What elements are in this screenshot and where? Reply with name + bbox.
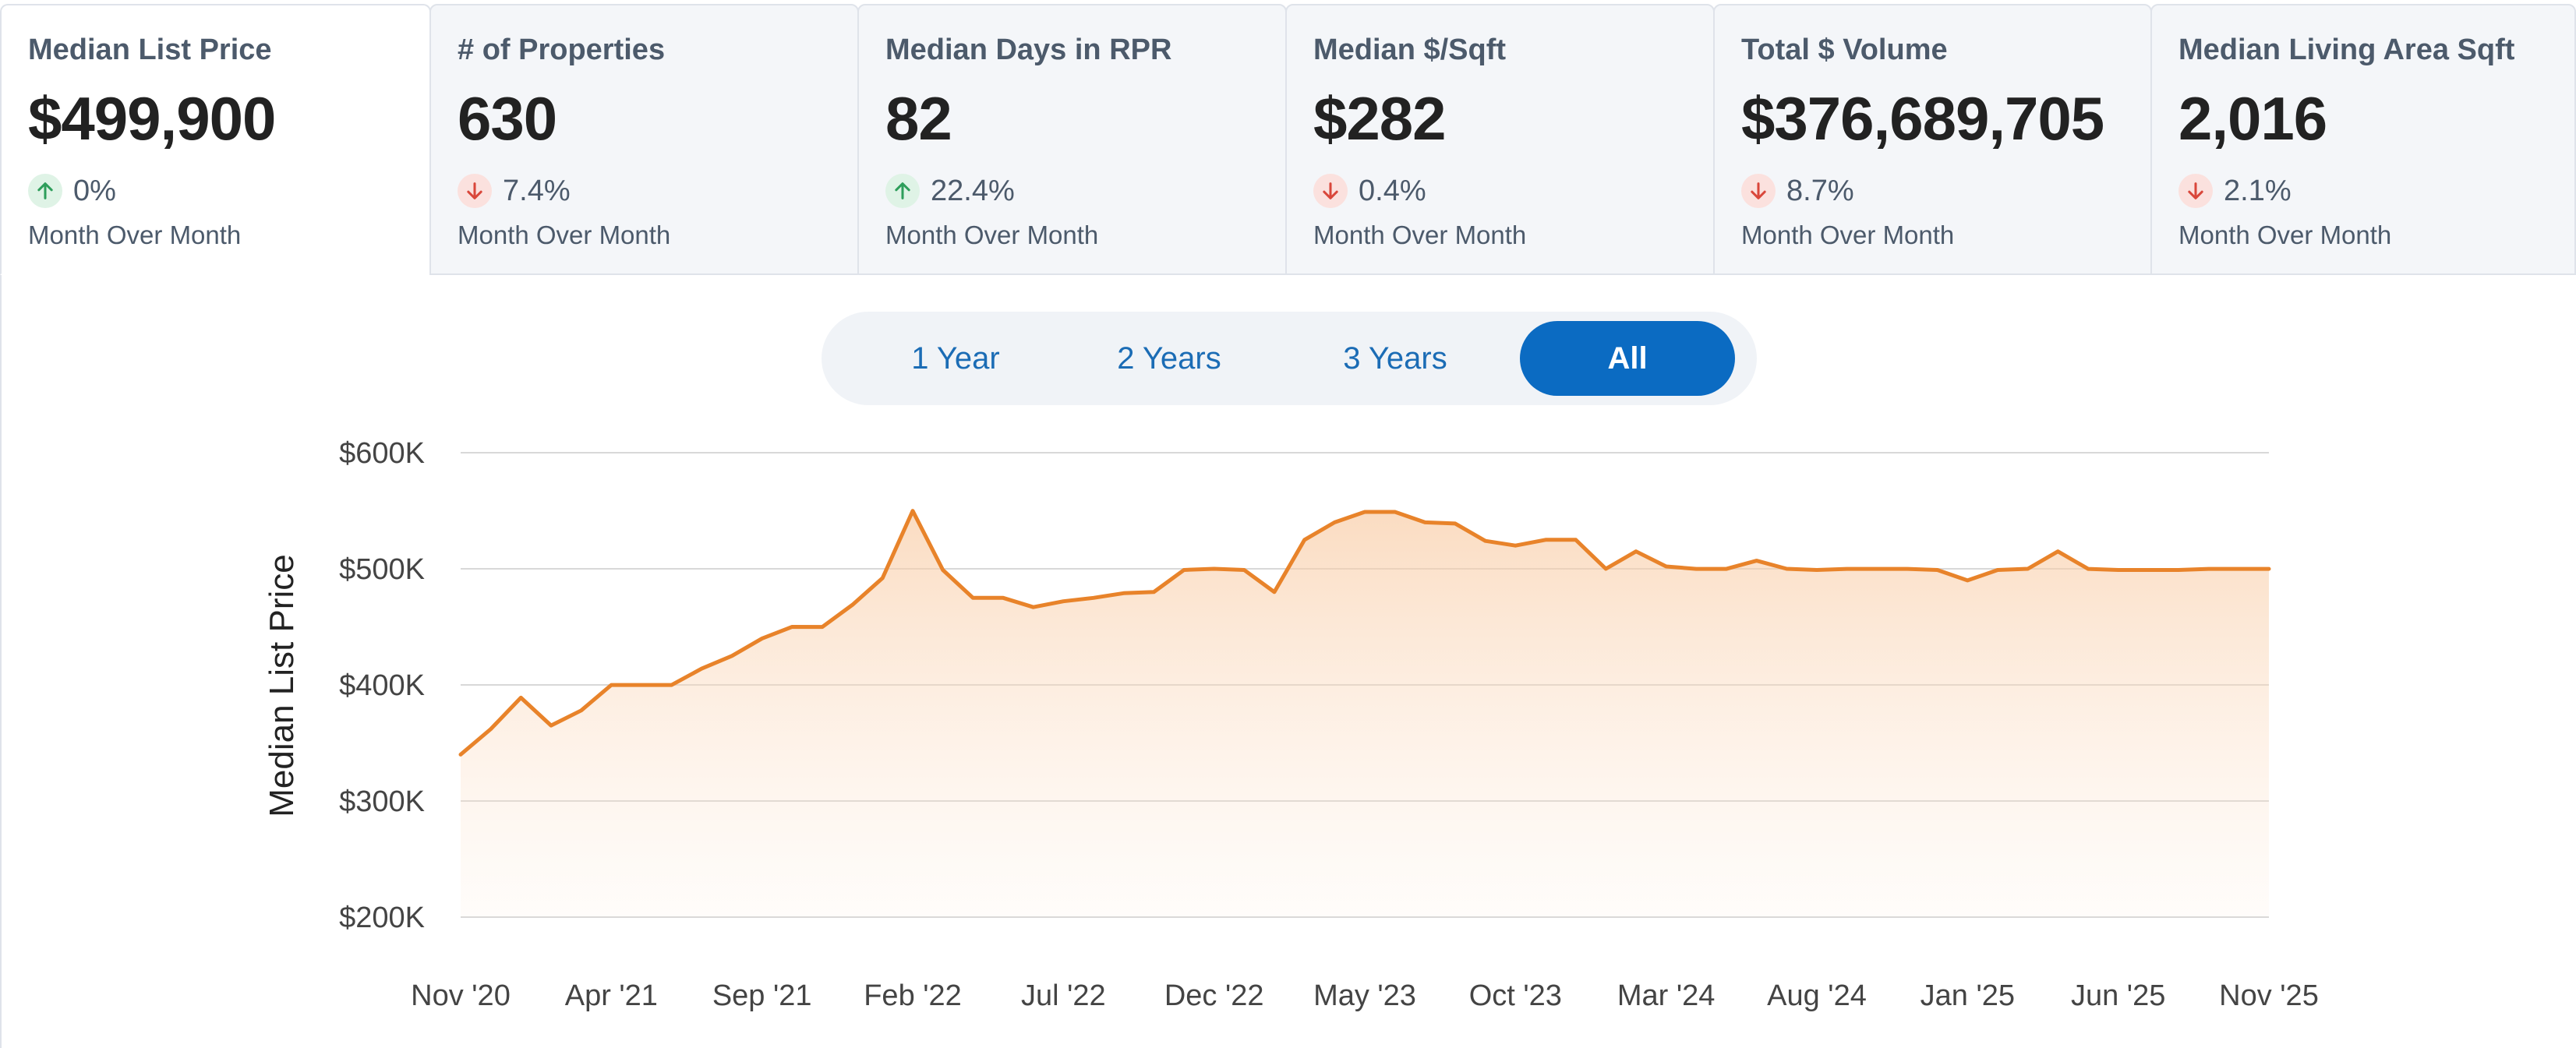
metric-period: Month Over Month bbox=[885, 221, 1099, 249]
metric-tab[interactable]: Median Living Area Sqft 2,016 2.1% Month… bbox=[2150, 4, 2576, 275]
range-3-years-button[interactable]: 3 Years bbox=[1343, 341, 1447, 376]
metric-title: # of Properties bbox=[458, 34, 666, 66]
metric-change-percent: 7.4% bbox=[503, 174, 571, 207]
x-tick-label: Mar '24 bbox=[1617, 979, 1716, 1012]
metric-value: 630 bbox=[458, 84, 557, 153]
arrow-up-icon bbox=[885, 174, 920, 208]
panel-border bbox=[0, 275, 2, 1048]
metric-value: $499,900 bbox=[28, 84, 276, 153]
metric-change: 22.4% bbox=[885, 172, 1015, 210]
y-axis-label: Median List Price bbox=[263, 554, 301, 817]
metric-period: Month Over Month bbox=[28, 221, 242, 249]
metric-title: Median Living Area Sqft bbox=[2178, 34, 2515, 66]
x-tick-label: Sep '21 bbox=[712, 979, 812, 1012]
metric-period: Month Over Month bbox=[1313, 221, 1527, 249]
metric-tab[interactable]: Total $ Volume $376,689,705 8.7% Month O… bbox=[1713, 4, 2152, 275]
arrow-down-icon bbox=[1741, 174, 1776, 208]
y-tick-label: $300K bbox=[339, 785, 425, 818]
metric-change: 0.4% bbox=[1313, 172, 1426, 210]
metric-tab[interactable]: Median List Price $499,900 0% Month Over… bbox=[0, 4, 431, 275]
metric-change-percent: 22.4% bbox=[931, 174, 1015, 207]
x-tick-label: Jan '25 bbox=[1921, 979, 2015, 1012]
metric-change: 7.4% bbox=[458, 172, 571, 210]
arrow-down-icon bbox=[1313, 174, 1348, 208]
y-tick-label: $500K bbox=[339, 553, 425, 586]
metric-tabs: Median List Price $499,900 0% Month Over… bbox=[0, 4, 2576, 275]
metric-title: Median List Price bbox=[28, 34, 272, 66]
x-tick-label: Apr '21 bbox=[565, 979, 658, 1012]
metric-title: Median Days in RPR bbox=[885, 34, 1172, 66]
arrow-down-icon bbox=[2178, 174, 2213, 208]
metric-period: Month Over Month bbox=[1741, 221, 1955, 249]
metric-tab[interactable]: Median Days in RPR 82 22.4% Month Over M… bbox=[857, 4, 1287, 275]
metric-value: 82 bbox=[885, 84, 952, 153]
y-tick-label: $400K bbox=[339, 669, 425, 702]
y-tick-label: $600K bbox=[339, 437, 425, 470]
metric-period: Month Over Month bbox=[2178, 221, 2392, 249]
metric-title: Total $ Volume bbox=[1741, 34, 1948, 66]
y-tick-label: $200K bbox=[339, 902, 425, 934]
metric-title: Median $/Sqft bbox=[1313, 34, 1507, 66]
metric-period: Month Over Month bbox=[458, 221, 671, 249]
arrow-up-icon bbox=[28, 174, 62, 208]
x-tick-label: Jul '22 bbox=[1021, 979, 1106, 1012]
arrow-down-icon bbox=[458, 174, 492, 208]
range-all-button[interactable]: All bbox=[1520, 321, 1735, 396]
metric-change: 2.1% bbox=[2178, 172, 2292, 210]
metric-value: 2,016 bbox=[2178, 84, 2327, 153]
x-tick-label: Oct '23 bbox=[1469, 979, 1562, 1012]
metric-change-percent: 0.4% bbox=[1359, 174, 1426, 207]
x-tick-label: Feb '22 bbox=[864, 979, 962, 1012]
range-2-years-button[interactable]: 2 Years bbox=[1117, 341, 1221, 376]
range-selector: 1 Year 2 Years 3 Years All bbox=[822, 312, 1757, 405]
series-line[interactable] bbox=[458, 509, 2271, 757]
x-tick-label: Aug '24 bbox=[1767, 979, 1867, 1012]
metric-value: $282 bbox=[1313, 84, 1447, 153]
metric-value: $376,689,705 bbox=[1741, 84, 2104, 153]
series-area bbox=[461, 510, 2269, 917]
x-tick-label: Nov '25 bbox=[2219, 979, 2319, 1012]
metric-tab[interactable]: # of Properties 630 7.4% Month Over Mont… bbox=[429, 4, 859, 275]
x-tick-label: Nov '20 bbox=[411, 979, 511, 1012]
x-tick-label: Dec '22 bbox=[1164, 979, 1264, 1012]
metric-change: 0% bbox=[28, 172, 116, 210]
range-1-year-button[interactable]: 1 Year bbox=[911, 341, 1000, 376]
metric-change-percent: 8.7% bbox=[1786, 174, 1854, 207]
metric-change-percent: 0% bbox=[73, 174, 116, 207]
metric-tab[interactable]: Median $/Sqft $282 0.4% Month Over Month bbox=[1285, 4, 1715, 275]
metric-change-percent: 2.1% bbox=[2224, 174, 2292, 207]
metric-change: 8.7% bbox=[1741, 172, 1854, 210]
x-tick-label: Jun '25 bbox=[2071, 979, 2165, 1012]
x-tick-label: May '23 bbox=[1313, 979, 1416, 1012]
